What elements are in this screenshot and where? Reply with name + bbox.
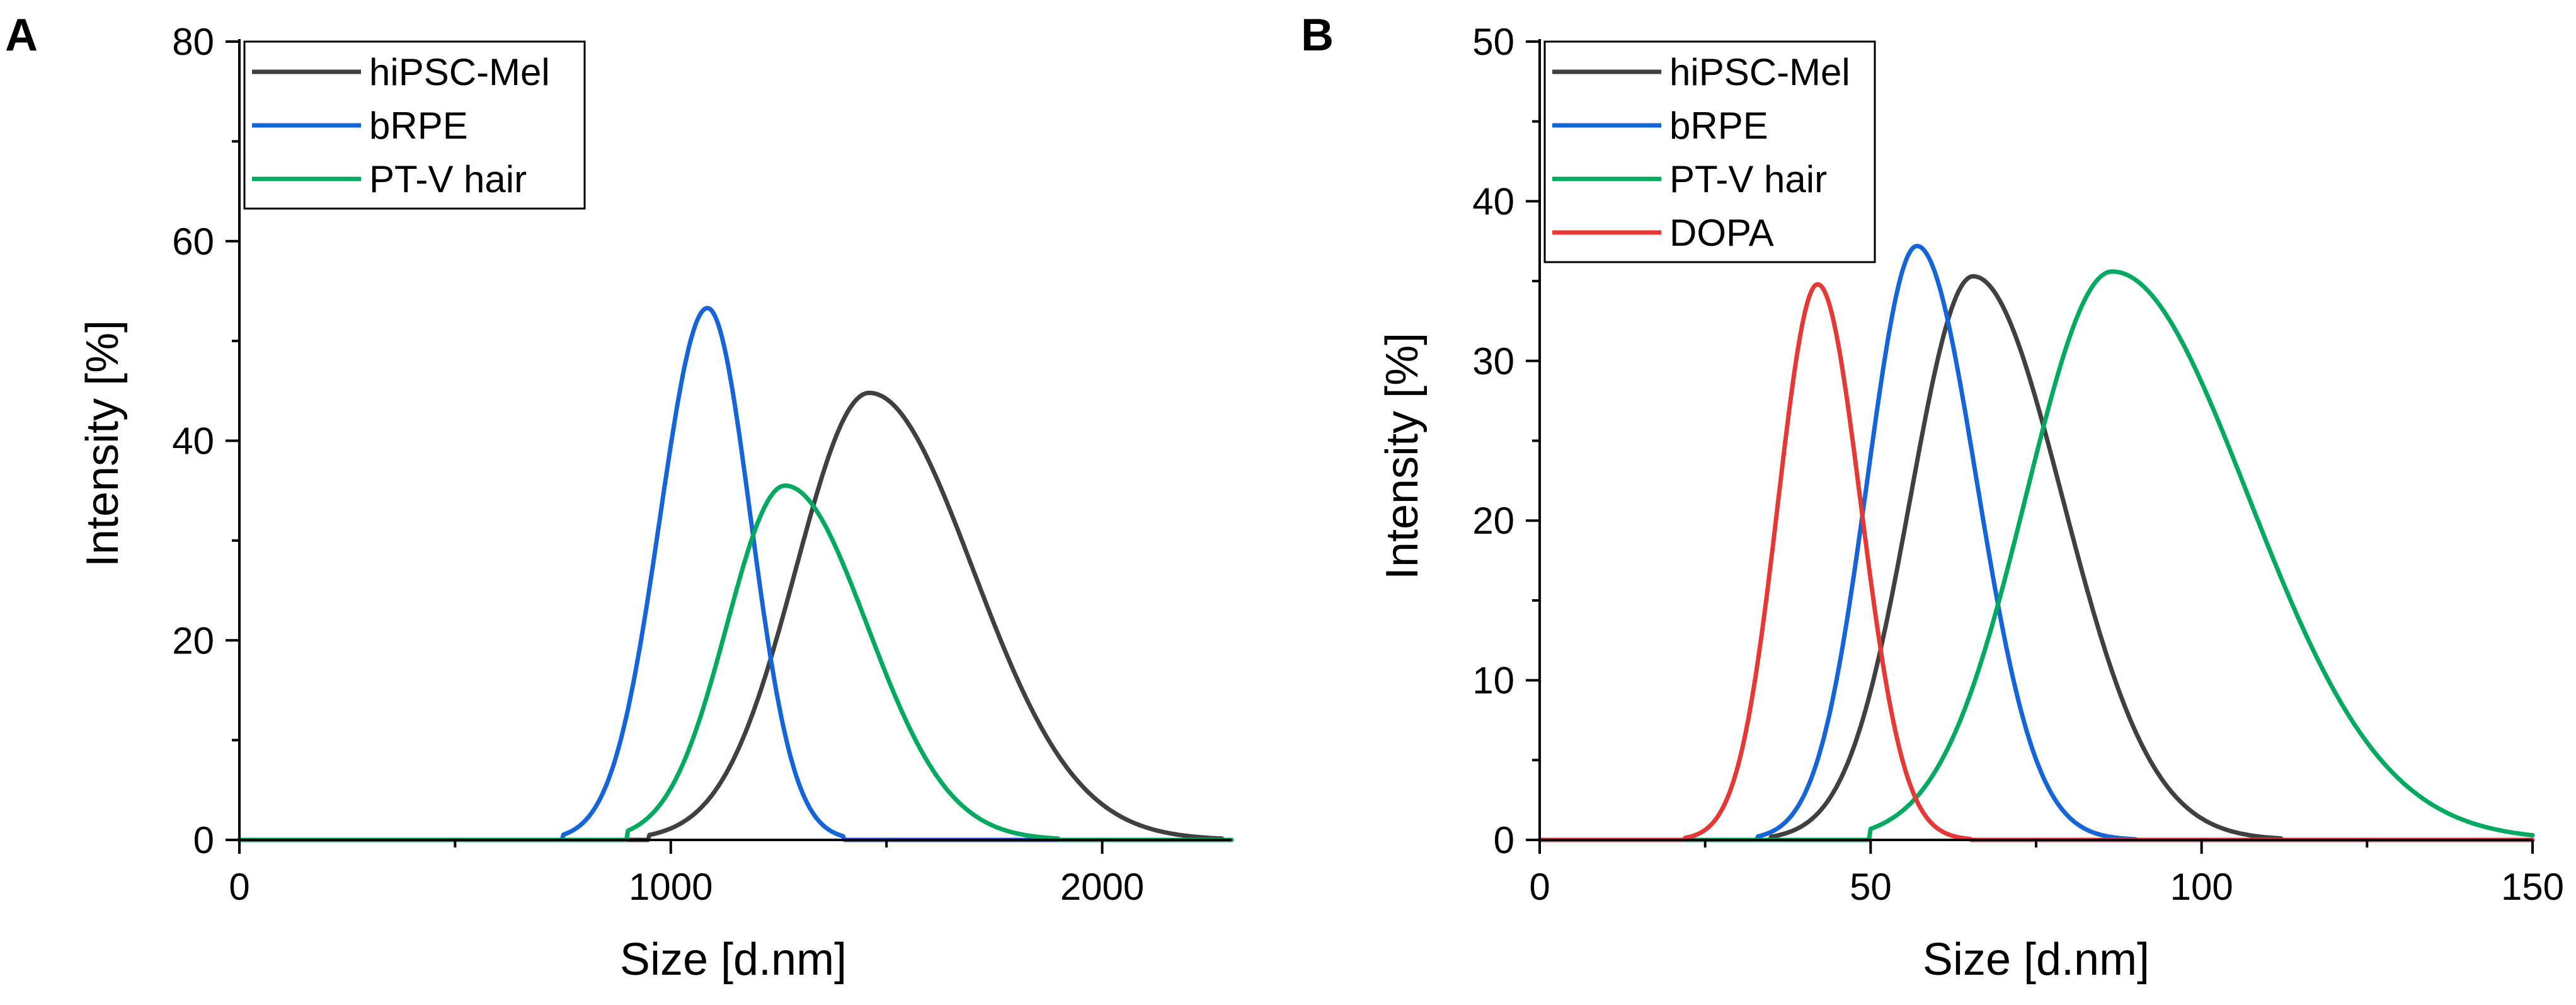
- panel-b: B 0 50 100 150 0 10 20 30 40 50 hiPSC-Mel bRPE PT-V …: [1301, 10, 2564, 985]
- panel-b-y-axis-title: Intensity [%]: [1377, 333, 1428, 580]
- panel-a-y-tick-label: 20: [172, 619, 214, 662]
- panel-b-x-tick-label: 100: [2170, 866, 2233, 908]
- panel-a-letter: A: [5, 10, 38, 60]
- panel-a-y-tick-label: 60: [172, 221, 214, 263]
- panel-b-y-tick-label: 30: [1472, 340, 1514, 382]
- panel-a-x-tick-label: 0: [229, 866, 249, 908]
- panel-b-legend-label: DOPA: [1669, 212, 1774, 254]
- panel-b-legend: [1543, 40, 1876, 263]
- panel-a: A 0 1000 2000 0 20 40 60 80 hiPSC-Mel bRPE PT-V ha…: [5, 10, 1234, 985]
- panel-a-legend-label: PT-V hair: [369, 158, 527, 200]
- panel-a-y-tick-label: 80: [172, 21, 214, 63]
- panel-a-legend-label: hiPSC-Mel: [369, 51, 550, 93]
- panel-a-y-tick-label: 40: [172, 420, 214, 462]
- panel-b-x-tick-label: 150: [2501, 866, 2564, 908]
- panel-b-x-tick-label: 0: [1529, 866, 1550, 908]
- panel-b-plot-area: 0 50 100 150 0 10 20 30 40 50 hiPSC-Mel bRPE PT-V ha…: [1472, 21, 2564, 908]
- panel-a-legend-label: bRPE: [369, 105, 468, 147]
- panel-b-y-tick-label: 10: [1472, 660, 1514, 702]
- panel-b-legend-label: bRPE: [1669, 105, 1768, 147]
- panel-a-x-tick-label: 2000: [1060, 866, 1144, 908]
- panel-b-y-tick-label: 50: [1472, 21, 1514, 63]
- panel-b-legend-label: PT-V hair: [1669, 158, 1827, 200]
- panel-a-plot-area: 0 1000 2000 0 20 40 60 80 hiPSC-Mel bRPE PT-V hair: [172, 21, 1234, 908]
- panel-a-x-axis-title: Size [d.nm]: [620, 934, 847, 985]
- panel-b-x-tick-label: 50: [1850, 866, 1892, 908]
- panel-b-x-axis-title: Size [d.nm]: [1923, 934, 2150, 985]
- panel-b-legend-label: hiPSC-Mel: [1669, 51, 1850, 93]
- panel-a-y-tick-label: 0: [193, 819, 214, 861]
- panel-b-letter: B: [1301, 10, 1334, 60]
- panel-a-y-axis-title: Intensity [%]: [77, 320, 128, 567]
- panel-b-y-tick-label: 0: [1494, 819, 1514, 861]
- panel-b-y-tick-label: 20: [1472, 500, 1514, 542]
- panel-b-y-tick-label: 40: [1472, 180, 1514, 222]
- panel-a-x-tick-label: 1000: [629, 866, 713, 908]
